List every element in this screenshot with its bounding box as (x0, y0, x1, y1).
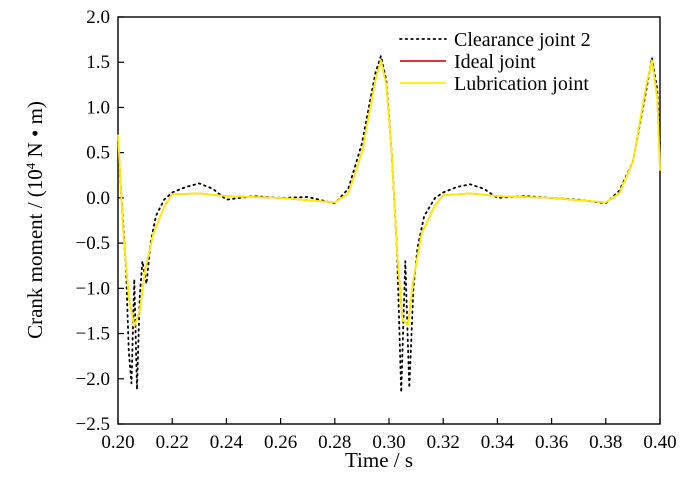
y-tick-label: −1.0 (76, 278, 110, 299)
x-tick-label: 0.36 (535, 432, 568, 453)
y-tick-label: 1.0 (86, 97, 110, 118)
series-line-lubrication-joint (117, 59, 661, 328)
y-axis-title-exponent: 4 (23, 162, 38, 169)
x-tick-label: 0.22 (156, 432, 189, 453)
x-tick-label: 0.30 (372, 432, 405, 453)
y-tick-label: 0.5 (86, 143, 110, 164)
x-tick-label: 0.26 (264, 432, 297, 453)
y-axis-title-unit: N • m) (23, 101, 47, 163)
x-tick-label: 0.34 (481, 432, 515, 453)
x-axis: 0.20 0.22 0.24 0.26 0.28 0.30 0.32 0.34 0.36 0.38… (101, 418, 677, 453)
legend-label: Ideal joint (454, 51, 536, 73)
x-tick-label: 0.28 (318, 432, 351, 453)
series-line-clearance-joint-2 (117, 55, 661, 394)
y-axis-title: Crank moment / (104 N • m) (23, 101, 48, 339)
x-tick-label: 0.32 (427, 432, 460, 453)
y-tick-label: 0.0 (86, 188, 110, 209)
x-tick-label: 0.24 (210, 432, 244, 453)
x-axis-title: Time / s (345, 448, 413, 472)
x-tick-label: 0.40 (643, 432, 676, 453)
y-tick-label: −1.5 (76, 324, 110, 345)
x-tick-label: 0.38 (589, 432, 622, 453)
y-tick-label: −2.0 (76, 369, 110, 390)
y-axis-title-main: Crank moment / (10 (23, 169, 47, 339)
x-tick-label: 0.20 (101, 432, 134, 453)
series-layer (117, 55, 661, 394)
legend-label: Lubrication joint (454, 73, 589, 95)
y-axis: 2.0 1.5 1.0 0.5 0.0 −0.5 −1.0 −1.5 −2.0 −2.5 (76, 7, 124, 435)
y-tick-label: −2.5 (76, 414, 110, 435)
legend-label: Clearance joint 2 (454, 29, 591, 51)
y-tick-label: 1.5 (86, 52, 110, 73)
y-tick-label: 2.0 (86, 7, 110, 28)
y-tick-label: −0.5 (76, 233, 110, 254)
